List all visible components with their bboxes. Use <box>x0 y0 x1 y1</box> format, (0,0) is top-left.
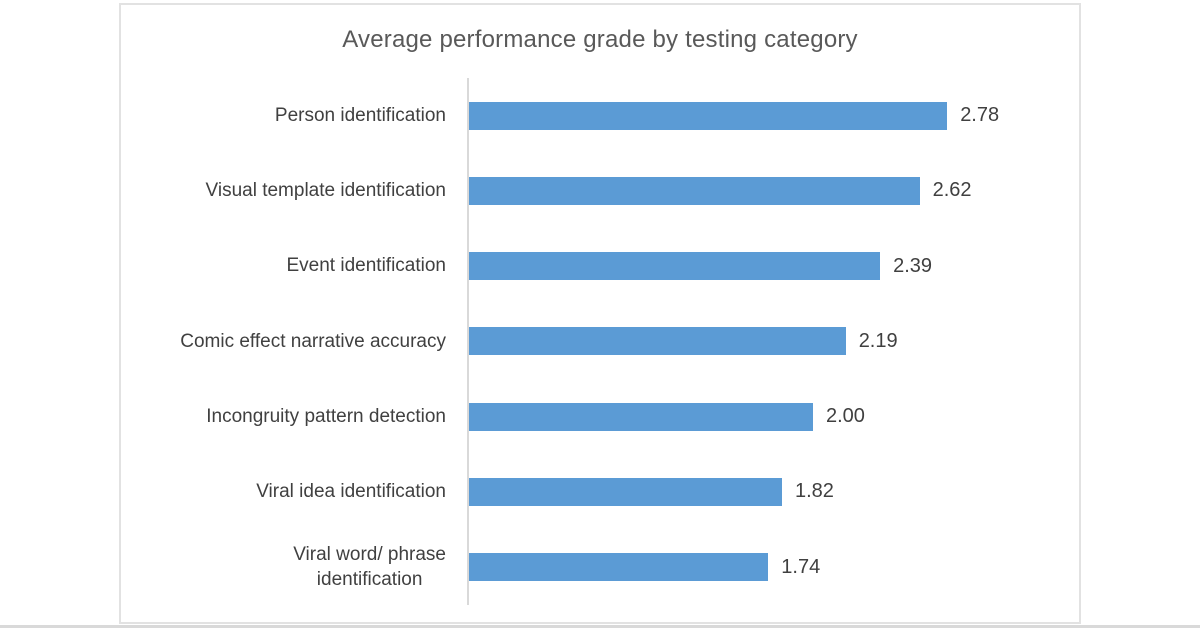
category-label-text: Viral word/ phrase identification <box>293 543 446 591</box>
category-label: Person identification <box>121 103 467 129</box>
category-label: Event identification <box>121 253 467 279</box>
category-label-text: Comic effect narrative accuracy <box>180 330 446 352</box>
bar <box>469 327 846 356</box>
value-label: 2.00 <box>826 405 865 428</box>
category-label: Visual template identification <box>121 178 467 204</box>
category-label-text: Person identification <box>274 104 446 126</box>
row-plot: 2.62 <box>467 153 1079 228</box>
bar <box>469 402 813 431</box>
bar <box>469 176 920 205</box>
category-label-text: Visual template identification <box>205 180 446 202</box>
row-plot: 2.78 <box>467 78 1079 153</box>
category-label: Viral word/ phrase identification <box>121 542 467 593</box>
plot-area: Person identification 2.78 Visual templa… <box>121 78 1079 605</box>
category-label-text: Viral idea identification <box>256 481 446 503</box>
value-label: 2.78 <box>960 104 1000 127</box>
bottom-edge-strip <box>0 625 1200 628</box>
bar-row: Event identification 2.39 <box>121 229 1079 304</box>
category-label: Comic effect narrative accuracy <box>121 329 467 355</box>
category-label-text: Incongruity pattern detection <box>206 405 446 427</box>
chart-frame: Average performance grade by testing cat… <box>119 3 1081 624</box>
row-plot: 1.82 <box>467 454 1079 529</box>
category-label-text: Event identification <box>286 255 447 277</box>
row-plot: 2.00 <box>467 379 1079 454</box>
bar <box>469 553 769 582</box>
bar-row: Comic effect narrative accuracy 2.19 <box>121 304 1079 379</box>
bar-row: Viral word/ phrase identification 1.74 <box>121 530 1079 605</box>
value-label: 2.62 <box>932 179 972 202</box>
category-label: Incongruity pattern detection <box>121 404 467 430</box>
bar-row: Visual template identification 2.62 <box>121 153 1079 228</box>
category-label: Viral idea identification <box>121 479 467 505</box>
bar-row: Viral idea identification 1.82 <box>121 454 1079 529</box>
bar-row: Person identification 2.78 <box>121 78 1079 153</box>
bar <box>469 101 948 130</box>
value-label: 2.39 <box>893 254 933 277</box>
value-label: 1.74 <box>781 555 821 578</box>
y-axis-line <box>467 78 469 605</box>
chart-title: Average performance grade by testing cat… <box>342 26 858 53</box>
value-label: 1.82 <box>795 480 834 503</box>
row-plot: 2.19 <box>467 304 1079 379</box>
bar <box>469 252 881 281</box>
value-label: 2.19 <box>858 329 898 352</box>
bar <box>469 477 782 506</box>
bar-row: Incongruity pattern detection 2.00 <box>121 379 1079 454</box>
row-plot: 2.39 <box>467 229 1079 304</box>
row-plot: 1.74 <box>467 530 1079 605</box>
